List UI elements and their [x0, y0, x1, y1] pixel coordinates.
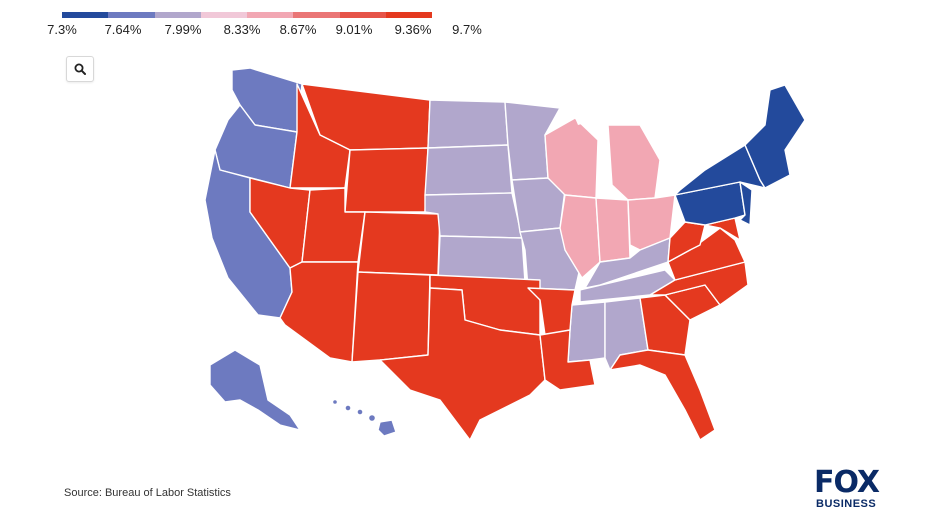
state-kansas[interactable]	[437, 235, 526, 283]
legend-label: 9.36%	[394, 22, 432, 37]
legend-label: 8.33%	[223, 22, 261, 37]
state-mississippi[interactable]	[567, 301, 606, 363]
source-note: Source: Bureau of Labor Statistics	[64, 487, 231, 499]
legend-label: 9.7%	[452, 22, 482, 37]
state-colorado[interactable]	[357, 211, 441, 276]
state-alaska[interactable]	[209, 349, 301, 431]
legend-swatch	[339, 12, 386, 18]
state-north-dakota[interactable]	[427, 99, 509, 149]
state-michigan[interactable]	[607, 124, 661, 201]
legend-label: 9.01%	[335, 22, 373, 37]
legend-label: 7.64%	[104, 22, 142, 37]
state-wyoming[interactable]	[344, 147, 429, 213]
legend-swatch	[247, 12, 294, 18]
state-new-england[interactable]	[744, 84, 806, 189]
legend-swatch	[293, 12, 340, 18]
state-south-dakota[interactable]	[424, 144, 513, 196]
state-nebraska[interactable]	[424, 192, 523, 239]
legend-swatch	[62, 12, 109, 18]
legend-label: 8.67%	[279, 22, 317, 37]
legend-swatch	[108, 12, 155, 18]
fox-business-logo: FOX BUSINESS	[814, 468, 890, 514]
legend-label: 7.3%	[47, 22, 77, 37]
legend-swatch	[154, 12, 201, 18]
legend-bar	[62, 12, 432, 18]
state-indiana[interactable]	[595, 197, 631, 263]
state-florida[interactable]	[609, 349, 716, 441]
search-icon	[74, 63, 86, 75]
state-arizona[interactable]	[279, 261, 359, 363]
state-new-jersey[interactable]	[739, 181, 753, 226]
state-louisiana[interactable]	[539, 329, 596, 391]
state-new-mexico[interactable]	[351, 271, 431, 363]
legend-label: 7.99%	[164, 22, 202, 37]
state-hawaii[interactable]	[331, 398, 397, 437]
legend-swatch	[200, 12, 247, 18]
legend-swatch	[385, 12, 432, 18]
logo-main: FOX	[814, 465, 880, 500]
color-legend: 7.3% 7.64% 7.99% 8.33% 8.67% 9.01% 9.36%…	[47, 12, 482, 46]
zoom-button[interactable]	[66, 56, 94, 82]
logo-sub: BUSINESS	[816, 498, 877, 510]
